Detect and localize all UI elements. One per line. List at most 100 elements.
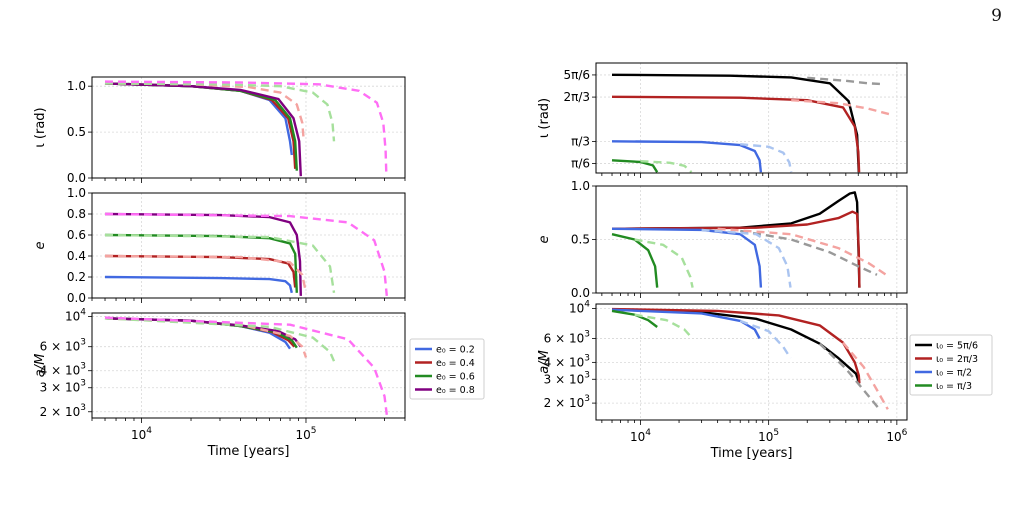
y-tick-label: 4 × 103 bbox=[544, 353, 590, 369]
y-tick-label: 0.0 bbox=[571, 286, 590, 300]
y-tick-label: 1.0 bbox=[571, 179, 590, 193]
y-tick-label-exp: 4 bbox=[584, 300, 590, 310]
y-tick-label-base: 10 bbox=[65, 309, 80, 323]
legend-label: ι₀ = π/3 bbox=[936, 381, 972, 392]
series-line-iota-6 bbox=[740, 143, 793, 173]
series-line-a-5 bbox=[842, 341, 889, 410]
series-line-ecc-4 bbox=[740, 229, 878, 276]
y-tick-label-exp: 4 bbox=[80, 307, 86, 317]
series-line-iota-2 bbox=[611, 140, 763, 173]
series-line-a-0 bbox=[611, 308, 861, 384]
y-tick-label: 104 bbox=[569, 300, 590, 316]
y-tick-label: 0.0 bbox=[67, 291, 86, 305]
series-line-a-1 bbox=[611, 307, 861, 384]
y-tick-label: 0.5 bbox=[67, 125, 86, 139]
x-tick-label-base: 10 bbox=[131, 428, 146, 442]
series-group bbox=[611, 73, 892, 173]
panel-iota: 0.0 0.5 1.0 ι (rad) bbox=[33, 76, 406, 185]
y-tick-label: 4 × 103 bbox=[40, 362, 86, 378]
y-tick-label: 6 × 103 bbox=[544, 330, 590, 346]
series-line-iota-3 bbox=[611, 159, 659, 173]
legend-label: ι₀ = 2π/3 bbox=[936, 354, 978, 365]
y-axis-label: ι (rad) bbox=[537, 98, 552, 138]
series-line-iota-1 bbox=[611, 95, 861, 173]
y-tick-label: π/6 bbox=[571, 157, 590, 171]
y-tick-label: 0.5 bbox=[571, 233, 590, 247]
x-tick-label-exp: 4 bbox=[645, 428, 651, 438]
y-tick-label: 0.2 bbox=[67, 270, 86, 284]
y-axis-label: a/M bbox=[537, 350, 552, 374]
panel-ecc: 0.0 0.2 0.4 0.6 0.8 1.0 e bbox=[33, 186, 406, 305]
x-tick-label-base: 10 bbox=[295, 428, 310, 442]
y-tick-label-base: 3 × 10 bbox=[40, 381, 81, 395]
legend-label: e₀ = 0.2 bbox=[436, 345, 475, 356]
series-line-a-6 bbox=[104, 316, 388, 415]
series-line-a-4 bbox=[104, 317, 308, 358]
series-group bbox=[611, 191, 889, 288]
series-line-a-7 bbox=[634, 313, 694, 340]
y-tick-label-base: 6 × 10 bbox=[40, 340, 81, 354]
series-line-a-6 bbox=[739, 319, 792, 359]
y-tick-label-base: 2 × 10 bbox=[40, 405, 81, 419]
y-tick-label: 1.0 bbox=[67, 79, 86, 93]
series-line-iota-4 bbox=[104, 82, 305, 142]
y-tick-label: 3 × 103 bbox=[544, 370, 590, 386]
x-tick-label: 105 bbox=[758, 428, 779, 444]
panel-ecc: 0.0 0.5 1.0 e bbox=[537, 179, 908, 300]
series-line-a-3 bbox=[611, 309, 658, 328]
series-line-ecc-7 bbox=[634, 238, 694, 288]
y-tick-label: 0.8 bbox=[67, 207, 86, 221]
series-line-ecc-2 bbox=[104, 233, 298, 293]
y-axis-label: e bbox=[537, 236, 552, 244]
series-line-iota-6 bbox=[104, 80, 388, 174]
y-tick-label-exp: 3 bbox=[80, 362, 86, 372]
series-group bbox=[611, 307, 889, 412]
legend-label: ι₀ = 5π/6 bbox=[936, 341, 978, 352]
x-tick-label: 104 bbox=[131, 426, 152, 442]
series-line-ecc-6 bbox=[701, 228, 792, 288]
y-tick-label: 2 × 103 bbox=[544, 394, 590, 410]
y-axis-label: ι (rad) bbox=[33, 107, 48, 147]
series-line-ecc-2 bbox=[611, 227, 763, 288]
series-line-iota-0 bbox=[611, 73, 860, 173]
x-tick-label-base: 10 bbox=[630, 430, 645, 444]
series-line-ecc-5 bbox=[717, 227, 889, 277]
page-number: 9 bbox=[991, 6, 1002, 26]
y-tick-label-exp: 3 bbox=[584, 394, 590, 404]
y-tick-label: 6 × 103 bbox=[40, 338, 86, 354]
x-tick-label-exp: 5 bbox=[311, 426, 317, 436]
y-tick-label-exp: 3 bbox=[80, 403, 86, 413]
y-tick-label-base: 2 × 10 bbox=[544, 396, 585, 410]
legend-label: ι₀ = π/2 bbox=[936, 368, 972, 379]
series-line-iota-7 bbox=[640, 160, 693, 173]
x-tick-label-base: 10 bbox=[886, 430, 901, 444]
y-tick-label-base: 4 × 10 bbox=[544, 355, 585, 369]
series-line-a-5 bbox=[104, 317, 336, 362]
y-tick-label: 0.0 bbox=[67, 171, 86, 185]
y-tick-label: 1.0 bbox=[67, 186, 86, 200]
series-line-ecc-0 bbox=[104, 275, 293, 294]
y-axis-label: a/M bbox=[33, 354, 48, 378]
legend-box bbox=[409, 338, 485, 400]
panel-iota: π/6 π/3 2π/3 5π/6 ι (rad) bbox=[537, 62, 908, 178]
series-line-a-4 bbox=[818, 342, 882, 412]
series-line-ecc-0 bbox=[611, 191, 861, 288]
legend-label: e₀ = 0.4 bbox=[436, 358, 475, 369]
y-tick-label-exp: 3 bbox=[584, 330, 590, 340]
series-group bbox=[104, 80, 388, 177]
y-tick-label-base: 10 bbox=[569, 302, 584, 316]
y-tick-label-base: 6 × 10 bbox=[544, 332, 585, 346]
series-line-ecc-3 bbox=[611, 233, 659, 288]
series-line-iota-5 bbox=[104, 82, 336, 142]
x-axis-label: Time [years] bbox=[207, 444, 290, 459]
y-tick-label-base: 3 × 10 bbox=[544, 372, 585, 386]
y-tick-label: 2π/3 bbox=[563, 90, 590, 104]
series-line-ecc-6 bbox=[104, 212, 388, 297]
y-tick-label: 5π/6 bbox=[563, 68, 590, 82]
y-axis-label: e bbox=[33, 242, 48, 250]
panel-frame bbox=[595, 62, 908, 174]
